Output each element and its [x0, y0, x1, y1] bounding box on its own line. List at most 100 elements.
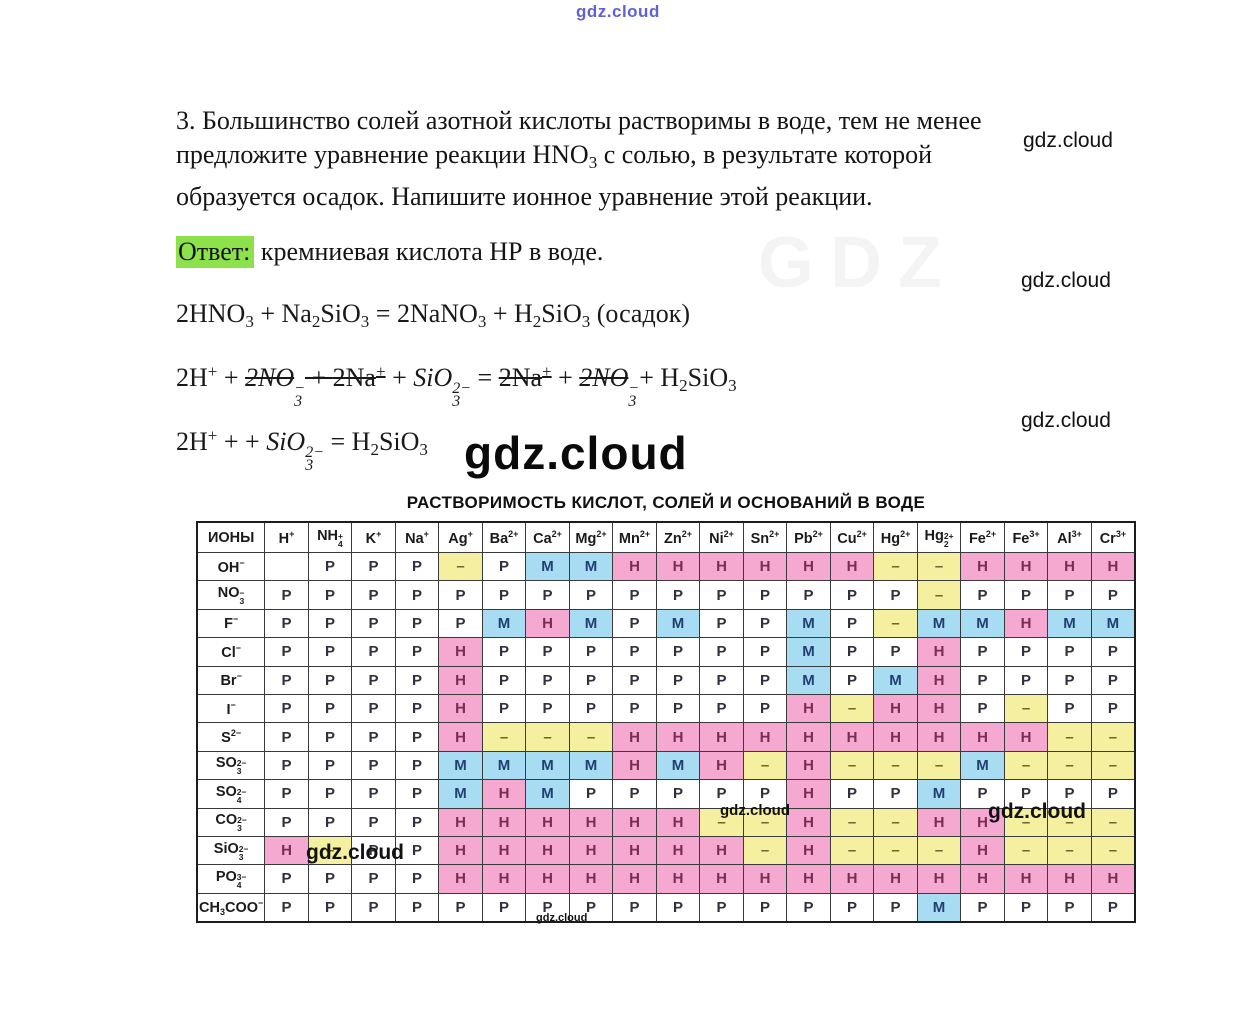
solubility-cell: Р: [1003, 580, 1049, 610]
watermark-big: gdz.cloud: [464, 427, 688, 479]
solubility-table: ИОНЫ H+ NH +4 K+ Na+ Ag+ Ba2+ Ca2+ Mg2+ Mn2+ Zn2+ Ni…: [196, 521, 1136, 924]
problem-line-1: 3. Большинство солей азотной кислоты рас…: [176, 106, 982, 135]
solubility-cell: Р: [1090, 580, 1136, 610]
solubility-cell: Н: [612, 750, 657, 781]
table-row: CH3COO− Р Р Р Р Р Р Р Р Р Р Р Р Р Р Р М Р Р Р Р: [196, 892, 1136, 923]
watermark-table-4: gdz.cloud: [536, 912, 588, 924]
solubility-cell: Р: [394, 637, 440, 667]
solubility-cell: Р: [394, 693, 440, 724]
watermark-top: gdz.cloud: [576, 2, 660, 21]
solubility-table-title: РАСТВОРИМОСТЬ КИСЛОТ, СОЛЕЙ И ОСНОВАНИЙ …: [406, 493, 926, 512]
solubility-cell: Н: [612, 551, 657, 582]
cation-header: Cu2+: [829, 521, 875, 553]
solubility-cell: Р: [438, 892, 483, 923]
solubility-cell: Р: [394, 551, 440, 582]
solubility-cell: Р: [264, 750, 309, 781]
solubility-cell: Р: [351, 637, 396, 667]
solubility-cell: Н: [612, 835, 657, 866]
solubility-cell: Р: [394, 665, 440, 695]
solubility-cell: Р: [873, 892, 918, 923]
solubility-cell: Р: [394, 608, 440, 639]
solubility-cell: Н: [786, 551, 831, 582]
watermark-right-3: gdz.cloud: [1021, 409, 1111, 432]
solubility-cell: Н: [481, 835, 527, 866]
anion-label: Br−: [196, 665, 266, 695]
solubility-cell: Р: [351, 779, 396, 809]
solubility-cell: Р: [873, 779, 918, 809]
solubility-cell: Р: [307, 665, 353, 695]
cation-header: Ba2+: [481, 521, 527, 553]
table-row: NO −3 Р Р Р Р Р Р Р Р Р Р Р Р Р Р Р – Р Р Р Р: [196, 580, 1136, 610]
solubility-cell: Р: [786, 892, 831, 923]
anion-label: PO 3− 4: [196, 864, 266, 894]
solubility-cell: –: [1090, 835, 1136, 866]
solubility-cell: Р: [742, 892, 788, 923]
solubility-cell: Н: [264, 835, 309, 866]
cation-header: H+: [264, 521, 309, 553]
solubility-cell: Р: [1090, 637, 1136, 667]
solubility-cell: Р: [264, 864, 309, 894]
solubility-cell: Р: [612, 637, 657, 667]
solubility-cell: Р: [873, 637, 918, 667]
solubility-cell: Р: [655, 892, 701, 923]
solubility-cell: –: [829, 750, 875, 781]
solubility-cell: Р: [1090, 665, 1136, 695]
solubility-cell: Н: [916, 693, 962, 724]
watermark-table-2: gdz.cloud: [988, 800, 1086, 823]
cation-header: K+: [351, 521, 396, 553]
cation-header: Sn2+: [742, 521, 788, 553]
solubility-cell: Н: [786, 864, 831, 894]
solubility-cell: Р: [525, 580, 570, 610]
cation-header: Hg2+: [873, 521, 918, 553]
solubility-cell: Р: [742, 693, 788, 724]
solubility-cell: Р: [307, 580, 353, 610]
solubility-cell: Р: [307, 551, 353, 582]
solubility-cell: Р: [264, 608, 309, 639]
solubility-cell: Р: [699, 608, 744, 639]
solubility-cell: Р: [525, 637, 570, 667]
solubility-cell: –: [1003, 693, 1049, 724]
solubility-cell: Р: [960, 637, 1005, 667]
cation-header: Pb2+: [786, 521, 831, 553]
solubility-cell: Р: [612, 580, 657, 610]
solubility-cell: –: [829, 693, 875, 724]
table-row: F− Р Р Р Р Р М Н М Р М Р Р М Р – М М Н М М: [196, 608, 1136, 639]
solubility-cell: Р: [351, 864, 396, 894]
solubility-cell: Р: [525, 665, 570, 695]
solubility-cell: М: [481, 750, 527, 781]
solubility-cell: М: [1090, 608, 1136, 639]
solubility-cell: Р: [307, 637, 353, 667]
solubility-cell: Р: [307, 779, 353, 809]
anion-label: SO 2− 4: [196, 779, 266, 809]
solubility-cell: Н: [873, 722, 918, 752]
table-row: SO 2− 4 Р Р Р Р М Н М Р Р Р Р Р Н Р Р М Р Р Р Р: [196, 779, 1136, 809]
solubility-cell: Н: [525, 608, 570, 639]
solubility-cell: Н: [916, 807, 962, 837]
solubility-cell: Н: [1047, 551, 1092, 582]
solubility-cell: –: [916, 835, 962, 866]
solubility-cell: Р: [960, 580, 1005, 610]
solubility-cell: Р: [394, 807, 440, 837]
equation-molecular: 2HNO3 + Na2SiO3 = 2NaNO3 + H2SiO3 (осадо…: [176, 299, 690, 331]
solubility-cell: Р: [351, 750, 396, 781]
solubility-cell: Р: [525, 693, 570, 724]
solubility-cell: –: [742, 835, 788, 866]
solubility-cell: Р: [351, 608, 396, 639]
solubility-cell: Н: [438, 665, 483, 695]
solubility-cell: Р: [481, 580, 527, 610]
solubility-cell: Н: [960, 551, 1005, 582]
solubility-cell: М: [525, 551, 570, 582]
solubility-cell: –: [873, 551, 918, 582]
solubility-cell: Р: [612, 608, 657, 639]
solubility-table-grid: ИОНЫ H+ NH +4 K+ Na+ Ag+ Ba2+ Ca2+ Mg2+ Mn2+ Zn2+ Ni…: [196, 521, 1136, 924]
solubility-cell: Н: [655, 722, 701, 752]
solubility-cell: –: [916, 551, 962, 582]
solubility-cell: –: [829, 807, 875, 837]
solubility-cell: Н: [1003, 722, 1049, 752]
solubility-cell: М: [525, 779, 570, 809]
solubility-cell: Р: [264, 722, 309, 752]
solubility-cell: Р: [742, 637, 788, 667]
anion-label: SO 2− 3: [196, 750, 266, 781]
solubility-cell: Р: [438, 608, 483, 639]
table-row: SO 2− 3 Р Р Р Р М М М М Н М Н – Н – – – М – – –: [196, 750, 1136, 781]
